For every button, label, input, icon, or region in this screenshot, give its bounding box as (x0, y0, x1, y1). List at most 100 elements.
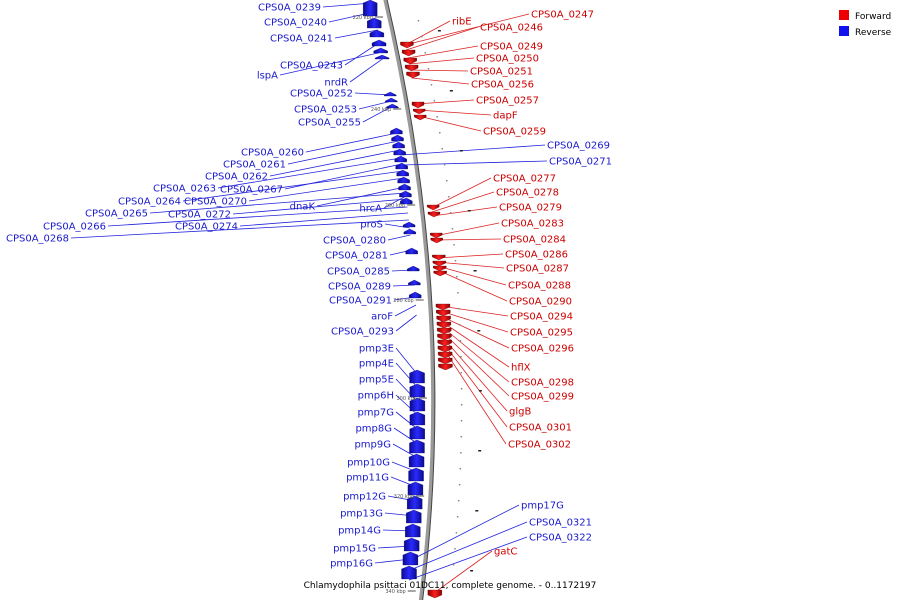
reverse-gene-label[interactable]: pmp17G (521, 501, 564, 512)
forward-gene-label[interactable]: CPS0A_0284 (503, 235, 566, 246)
forward-gene-label[interactable]: CPS0A_0283 (501, 219, 564, 230)
reverse-gene-label[interactable]: pmp7G (357, 408, 394, 419)
forward-gene-arrow[interactable] (437, 339, 452, 347)
forward-gene-label[interactable]: CPS0A_0279 (499, 203, 562, 214)
forward-gene-arrow[interactable] (401, 49, 416, 57)
reverse-gene-arrow[interactable] (405, 247, 418, 255)
reverse-gene-arrow[interactable] (408, 453, 425, 468)
reverse-gene-arrow[interactable] (409, 411, 426, 426)
forward-gene-label[interactable]: CPS0A_0249 (480, 42, 543, 53)
forward-gene-label[interactable]: CPS0A_0296 (511, 344, 574, 355)
forward-gene-label[interactable]: ribE (452, 17, 472, 28)
forward-gene-label[interactable]: dapF (493, 111, 518, 122)
reverse-gene-arrow[interactable] (371, 39, 387, 47)
reverse-gene-arrow[interactable] (367, 17, 382, 29)
forward-gene-arrow[interactable] (427, 204, 440, 211)
forward-gene-label[interactable]: CPS0A_0287 (506, 264, 569, 275)
forward-gene-label[interactable]: CPS0A_0247 (531, 10, 594, 21)
reverse-gene-label[interactable]: CPS0A_0281 (325, 251, 388, 262)
forward-gene-label[interactable]: CPS0A_0298 (511, 378, 574, 389)
reverse-gene-label[interactable]: pmp14G (338, 526, 381, 537)
reverse-gene-label[interactable]: pmp16G (330, 559, 373, 570)
forward-gene-label[interactable]: CPS0A_0246 (480, 23, 543, 34)
reverse-gene-label[interactable]: CPS0A_0241 (270, 34, 333, 45)
forward-gene-label[interactable]: CPS0A_0294 (510, 312, 573, 323)
reverse-gene-label[interactable]: proS (360, 220, 383, 231)
forward-gene-arrow[interactable] (411, 101, 425, 109)
forward-gene-arrow[interactable] (437, 345, 453, 353)
reverse-gene-label[interactable]: CPS0A_0255 (298, 118, 361, 129)
reverse-gene-label[interactable]: pmp10G (347, 458, 390, 469)
reverse-gene-label[interactable]: CPS0A_0270 (184, 197, 247, 208)
forward-gene-label[interactable]: CPS0A_0286 (505, 250, 568, 261)
reverse-gene-arrow[interactable] (384, 91, 397, 97)
reverse-gene-arrow[interactable] (409, 369, 425, 384)
reverse-gene-label[interactable]: CPS0A_0240 (264, 18, 327, 29)
forward-gene-label[interactable]: CPS0A_0251 (470, 67, 533, 78)
reverse-gene-label[interactable]: CPS0A_0289 (328, 282, 391, 293)
forward-gene-label[interactable]: CPS0A_0301 (509, 423, 572, 434)
reverse-gene-label[interactable]: pmp15G (333, 544, 376, 555)
reverse-gene-label[interactable]: lspA (257, 71, 278, 82)
reverse-gene-label[interactable]: CPS0A_0285 (327, 267, 390, 278)
forward-gene-arrow[interactable] (433, 270, 447, 277)
forward-gene-label[interactable]: CPS0A_0277 (493, 174, 556, 185)
forward-gene-arrow[interactable] (430, 237, 443, 244)
forward-gene-arrow[interactable] (430, 232, 443, 239)
reverse-gene-arrow[interactable] (386, 103, 399, 109)
reverse-gene-arrow[interactable] (409, 425, 425, 440)
reverse-gene-label[interactable]: CPS0A_0264 (118, 197, 181, 208)
forward-gene-label[interactable]: glgB (509, 407, 531, 418)
reverse-gene-arrow[interactable] (408, 467, 424, 482)
reverse-gene-arrow[interactable] (403, 228, 416, 235)
reverse-gene-label[interactable]: CPS0A_0260 (241, 148, 304, 159)
reverse-gene-label[interactable]: CPS0A_0268 (6, 234, 69, 245)
reverse-gene-arrow[interactable] (409, 383, 425, 398)
forward-gene-label[interactable]: CPS0A_0256 (471, 80, 534, 91)
reverse-gene-arrow[interactable] (409, 291, 422, 299)
forward-gene-arrow[interactable] (427, 211, 441, 218)
reverse-gene-label[interactable]: CPS0A_0243 (280, 61, 343, 72)
reverse-gene-label[interactable]: CPS0A_0261 (223, 160, 286, 171)
forward-gene-label[interactable]: CPS0A_0257 (476, 96, 539, 107)
reverse-gene-arrow[interactable] (407, 265, 420, 272)
reverse-gene-label[interactable]: pmp4E (359, 359, 394, 370)
reverse-gene-label[interactable]: CPS0A_0280 (323, 236, 386, 247)
reverse-gene-label[interactable]: pmp13G (340, 509, 383, 520)
reverse-gene-label[interactable]: pmp9G (354, 440, 391, 451)
reverse-gene-arrow[interactable] (394, 155, 407, 163)
reverse-gene-arrow[interactable] (373, 47, 388, 54)
forward-gene-arrow[interactable] (427, 589, 443, 599)
forward-gene-arrow[interactable] (404, 64, 419, 72)
forward-gene-arrow[interactable] (433, 265, 447, 272)
reverse-gene-arrow[interactable] (396, 169, 409, 177)
reverse-gene-arrow[interactable] (408, 279, 421, 286)
reverse-gene-arrow[interactable] (374, 54, 390, 60)
reverse-gene-arrow[interactable] (390, 127, 403, 135)
forward-gene-arrow[interactable] (432, 260, 446, 267)
forward-gene-arrow[interactable] (406, 71, 420, 79)
reverse-gene-label[interactable]: pmp11G (346, 473, 389, 484)
reverse-gene-label[interactable]: nrdR (324, 78, 348, 89)
forward-gene-label[interactable]: gatC (494, 547, 517, 558)
reverse-gene-arrow[interactable] (363, 0, 378, 17)
forward-gene-arrow[interactable] (438, 363, 453, 371)
reverse-gene-arrow[interactable] (400, 197, 413, 205)
reverse-gene-label[interactable]: CPS0A_0293 (331, 327, 394, 338)
reverse-gene-arrow[interactable] (407, 495, 423, 510)
reverse-gene-arrow[interactable] (392, 141, 405, 149)
reverse-gene-arrow[interactable] (385, 97, 398, 103)
forward-gene-arrow[interactable] (414, 114, 427, 121)
reverse-gene-label[interactable]: pmp5E (359, 375, 394, 386)
reverse-gene-arrow[interactable] (401, 565, 417, 580)
reverse-gene-arrow[interactable] (404, 537, 420, 552)
reverse-gene-label[interactable]: CPS0A_0267 (220, 185, 283, 196)
forward-gene-label[interactable]: hflX (511, 363, 531, 374)
reverse-gene-label[interactable]: CPS0A_0253 (294, 105, 357, 116)
reverse-gene-label[interactable]: CPS0A_0263 (153, 184, 216, 195)
reverse-gene-arrow[interactable] (391, 134, 404, 142)
reverse-gene-label[interactable]: CPS0A_0266 (43, 222, 106, 233)
forward-gene-label[interactable]: CPS0A_0278 (496, 188, 559, 199)
forward-gene-label[interactable]: CPS0A_0295 (510, 328, 573, 339)
reverse-gene-arrow[interactable] (395, 162, 408, 170)
